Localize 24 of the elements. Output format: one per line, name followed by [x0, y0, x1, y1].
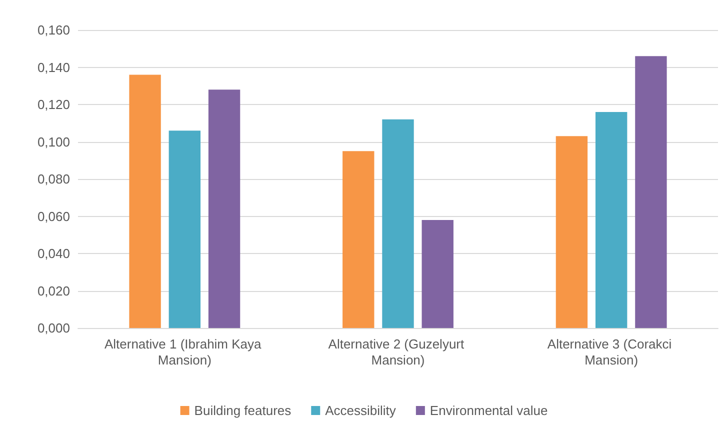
y-tick-label: 0,080: [37, 172, 70, 186]
legend-label: Accessibility: [325, 403, 396, 418]
bar: [635, 56, 667, 328]
bar: [595, 112, 628, 328]
bar: [208, 90, 240, 328]
y-tick-label: 0,000: [37, 320, 70, 336]
x-tick-label: Alternative 3 (Corakci Mansion): [547, 336, 676, 368]
legend-label: Environmental value: [430, 403, 548, 418]
y-tick-label: 0,020: [37, 283, 70, 298]
y-tick-label: 0,160: [37, 22, 70, 38]
x-tick-label: Alternative 1 (Ibrahim Kaya Mansion): [104, 336, 265, 368]
x-tick-label: Alternative 2 (Guzelyurt Mansion): [328, 336, 468, 368]
y-tick-label: 0,040: [37, 246, 70, 261]
bar: [129, 74, 161, 328]
bar: [422, 220, 454, 328]
y-tick-label: 0,060: [37, 208, 70, 224]
y-tick-label: 0,100: [37, 134, 70, 150]
y-tick-label: 0,120: [37, 97, 70, 112]
bar: [342, 151, 374, 328]
bar: [382, 119, 414, 328]
legend-label: Building features: [194, 403, 292, 418]
bar: [556, 136, 588, 328]
y-tick-label: 0,140: [37, 60, 70, 75]
bar: [168, 130, 201, 328]
